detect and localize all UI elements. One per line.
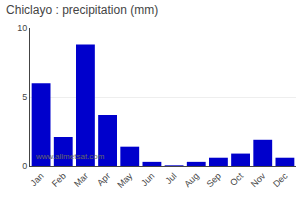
svg-text:Apr: Apr <box>95 171 112 188</box>
svg-text:Mar: Mar <box>72 171 90 189</box>
svg-text:5: 5 <box>22 92 27 102</box>
svg-text:Chiclayo : precipitation (mm): Chiclayo : precipitation (mm) <box>6 3 158 17</box>
svg-text:Feb: Feb <box>50 171 68 189</box>
svg-text:Jul: Jul <box>163 171 178 186</box>
svg-text:0: 0 <box>22 161 27 171</box>
svg-text:Jan: Jan <box>28 171 45 188</box>
svg-text:Aug: Aug <box>182 171 200 189</box>
svg-text:10: 10 <box>17 23 27 33</box>
svg-text:www.allmetsat.com: www.allmetsat.com <box>35 152 105 161</box>
svg-text:Nov: Nov <box>249 170 268 189</box>
svg-text:Sep: Sep <box>205 171 223 189</box>
svg-text:May: May <box>115 170 134 189</box>
svg-text:Dec: Dec <box>271 170 290 189</box>
svg-text:Jun: Jun <box>139 171 156 188</box>
svg-text:Oct: Oct <box>228 170 245 187</box>
